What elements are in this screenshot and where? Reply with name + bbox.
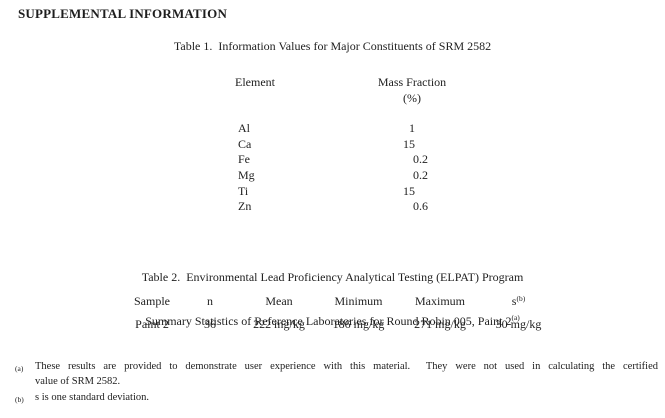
column-header-n: n [207,294,213,308]
table-row: Mg 0.2 [0,168,665,184]
footnote-a-marker: (a) [15,364,24,373]
table-row: Fe 0.2 [0,152,665,168]
footnote-a-line2: value of SRM 2582. [35,376,121,388]
mass-fraction-cell: 1 [409,121,415,135]
sample-cell: Paint 2 [135,317,169,331]
mass-fraction-cell: 0.2 [413,168,428,183]
table2: Sample n Mean Minimum Maximum s(b) Paint… [125,294,557,331]
table1-body: Al 1 Ca 15 Fe 0.2 Mg 0.2 Ti 15 Zn 0.6 [0,121,665,215]
table1-header-element: Element [235,75,275,89]
mass-fraction-cell: 0.6 [413,199,428,214]
table-row: Ti 15 [0,184,665,200]
s-label: s [511,294,517,308]
mean-cell: 222 mg/kg [253,317,305,331]
maximum-cell: 271 mg/kg [414,317,466,331]
column-header-minimum: Minimum [334,294,383,308]
table2-caption: Table 2. Environmental Lead Proficiency … [0,241,665,357]
element-cell: Ti [238,183,249,198]
table2-caption-line1: Table 2. Environmental Lead Proficiency … [141,270,524,284]
column-header-sample: Sample [134,294,170,308]
element-cell: Al [238,121,250,135]
table1-header-unit-label: (%) [403,90,421,105]
element-cell: Fe [238,152,250,167]
mass-fraction-cell: 15 [403,183,415,198]
element-cell: Ca [238,136,252,151]
mass-fraction-cell: 15 [403,136,415,151]
section-title: SUPPLEMENTAL INFORMATION [18,6,228,21]
column-header-s: s(b) [480,294,557,308]
element-cell: Zn [238,199,252,214]
table1-caption: Table 1. Information Values for Major Co… [173,39,492,53]
s-cell: 30 mg/kg [495,317,542,331]
table2-caption-line2-text: Summary Statistics of Reference Laborato… [145,313,512,328]
footnote-a-ref: (a) [511,313,520,322]
table-row: Al 1 [0,121,665,137]
footnote-b-marker: (b) [15,394,24,404]
footnote-a: (a) These results are provided to demons… [15,359,658,390]
footnote-a-line1: These results are provided to demonstrat… [35,361,658,372]
footnote-b-ref: (b) [516,293,526,303]
element-cell: Mg [238,168,255,183]
table2-header-row: Sample n Mean Minimum Maximum s(b) [125,294,557,308]
footnote-b-line1: s is one standard deviation. [35,391,150,403]
footnotes: (a) These results are provided to demons… [15,359,658,405]
table-row: Ca 15 [0,137,665,153]
table2-data-row: Paint 2 36 222 mg/kg 186 mg/kg 271 mg/kg… [125,317,557,331]
minimum-cell: 186 mg/kg [332,317,385,331]
footnote-b: (b) s is one standard deviation. [15,390,658,405]
table1-header-mass-fraction: Mass Fraction (%) [352,75,472,106]
table2-caption-line2: Summary Statistics of Reference Laborato… [0,314,665,329]
column-header-mean: Mean [265,294,293,308]
n-cell: 36 [204,317,216,331]
mass-fraction-cell: 0.2 [413,152,428,167]
column-header-maximum: Maximum [415,294,465,308]
table1-header-mass-fraction-label: Mass Fraction [377,75,447,89]
table-row: Zn 0.6 [0,199,665,215]
